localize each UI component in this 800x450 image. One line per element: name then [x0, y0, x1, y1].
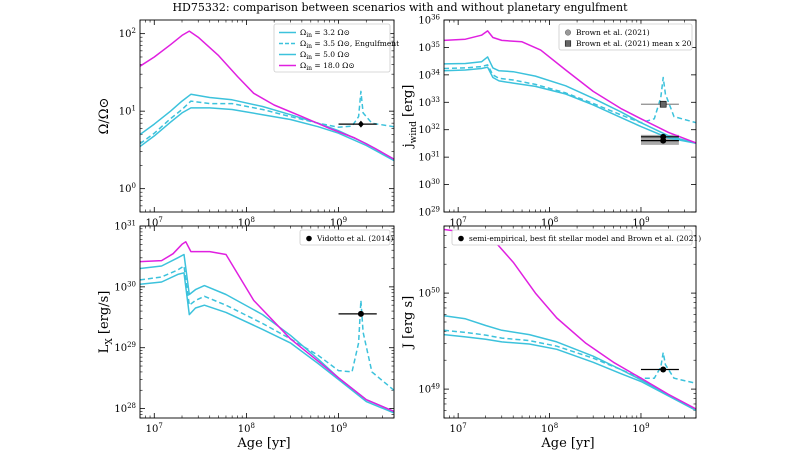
jtot-series-2: [444, 315, 696, 411]
jwind-obs-marker-2: [660, 137, 667, 144]
jwind-series-0: [444, 66, 696, 145]
x-axis-label-right: Age [yr]: [540, 436, 594, 450]
figure-title: HD75332: comparison between scenarios wi…: [172, 1, 628, 14]
omega-legend-label-0: Ωin = 3.2 Ω⊙: [300, 28, 350, 39]
omega-legend-label-1: Ωin = 3.5 Ω⊙, Engulfment: [300, 39, 399, 50]
jtot-axes-frame: [443, 225, 697, 419]
jwind-obs-band-0: [640, 134, 679, 145]
omega-legend-box: [273, 23, 391, 73]
jtot-legend-box: [451, 229, 693, 246]
jwind-legend-marker-0: [564, 29, 572, 36]
lx-y-axis-label: LX [erg/s]: [97, 291, 115, 354]
jtot-obs-marker-0: [660, 366, 667, 373]
jwind-ytick-label-6: 1035: [418, 41, 440, 54]
jtot-xtick-label-1: 108: [541, 422, 558, 435]
lx-series-1: [140, 265, 394, 391]
omega-legend: Ωin = 3.2 Ω⊙Ωin = 3.5 Ω⊙, EngulfmentΩin …: [273, 23, 399, 73]
jwind-legend-box: [558, 23, 693, 51]
jtot-xtick-label-0: 107: [450, 422, 467, 435]
jwind-plot-area: [444, 30, 696, 145]
omega-xtick-label-0: 107: [146, 216, 163, 229]
omega-ytick-label-2: 102: [119, 27, 136, 40]
jwind-legend-label-1: Brown et al. (2021) mean x 20: [576, 39, 692, 48]
jwind-series-2: [444, 56, 696, 145]
lx-axes-frame: [139, 225, 395, 419]
jtot-legend-marker-0: [458, 235, 464, 242]
lx-xtick-label-1: 108: [238, 422, 255, 435]
jwind-axes-frame: [443, 19, 697, 213]
panel-jwind: 107 108 109 1029 1030 1031 1032 1033 1034 1035 103…: [401, 14, 697, 229]
lx-legend-label-0: Vidotto et al. (2014): [316, 234, 393, 243]
jwind-legend-label-0: Brown et al. (2021): [576, 28, 650, 37]
jwind-ytick-label-4: 1033: [418, 96, 440, 109]
jwind-xtick-label-2: 109: [632, 216, 649, 229]
lx-legend-box: [299, 229, 391, 246]
lx-minor-ticks: [139, 226, 395, 419]
jwind-ytick-label-7: 1036: [418, 14, 440, 27]
jtot-series-0: [444, 333, 696, 412]
lx-ytick-label-3: 1031: [114, 220, 136, 233]
jwind-xtick-label-0: 107: [450, 216, 467, 229]
omega-series-0: [140, 107, 394, 162]
jwind-xtick-label-1: 108: [541, 216, 558, 229]
jwind-ytick-label-1: 1030: [418, 178, 440, 191]
lx-series-0: [140, 272, 394, 414]
jwind-ytick-label-0: 1029: [418, 206, 440, 219]
omega-xtick-label-1: 108: [238, 216, 255, 229]
omega-y-axis-label: Ω/Ω⊙: [97, 98, 112, 135]
lx-xtick-label-2: 109: [330, 422, 347, 435]
lx-ytick-label-0: 1028: [114, 402, 136, 415]
lx-obs-marker-0: [357, 310, 364, 317]
omega-legend-label-2: Ωin = 5.0 Ω⊙: [300, 50, 350, 61]
jwind-obs-marker-0: [659, 100, 667, 108]
lx-ytick-label-2: 1030: [114, 280, 136, 293]
jwind-ytick-label-3: 1032: [418, 123, 440, 136]
jwind-ytick-label-5: 1034: [418, 68, 440, 81]
jwind-legend: Brown et al. (2021) Brown et al. (2021) m…: [558, 23, 693, 51]
omega-plot-area: [140, 30, 394, 162]
omega-series-2: [140, 93, 394, 160]
jtot-legend: semi-empirical, best fit stellar model a…: [451, 229, 701, 246]
lx-legend: Vidotto et al. (2014): [299, 229, 393, 246]
jwind-y-axis-label: jwind [erg]: [401, 85, 419, 150]
jtot-ytick-label-0: 1049: [418, 383, 440, 396]
jtot-plot-area: [444, 228, 696, 412]
lx-series-2: [140, 253, 394, 413]
lx-series-3: [140, 241, 394, 413]
omega-obs-marker-0: [357, 120, 364, 128]
omega-series-3: [140, 30, 394, 160]
jwind-legend-marker-1: [564, 40, 572, 47]
omega-series-1: [140, 90, 394, 145]
jwind-ytick-label-2: 1031: [418, 151, 440, 164]
jtot-y-axis-label: J [erg s]: [401, 296, 416, 351]
jtot-ytick-label-1: 1050: [418, 287, 440, 300]
jwind-series-1: [444, 64, 696, 124]
omega-legend-label-3: Ωin = 18.0 Ω⊙: [300, 61, 355, 72]
lx-xtick-label-0: 107: [146, 422, 163, 435]
lx-plot-area: [140, 241, 394, 414]
omega-axes-frame: [139, 19, 395, 213]
jtot-legend-label-0: semi-empirical, best fit stellar model a…: [469, 234, 701, 243]
x-axis-label-left: Age [yr]: [236, 436, 290, 450]
omega-ytick-label-0: 100: [119, 182, 136, 195]
jwind-series-3: [444, 30, 696, 144]
jtot-xtick-label-2: 109: [632, 422, 649, 435]
jtot-series-3: [444, 228, 696, 410]
lx-ytick-label-1: 1029: [114, 341, 136, 354]
panel-lx: 107 108 109 1028 1029 1030 1031 LX [erg/s] Vidot…: [97, 220, 395, 435]
lx-legend-marker-0: [306, 235, 312, 242]
omega-ytick-label-1: 101: [119, 105, 136, 118]
omega-xtick-label-2: 109: [330, 216, 347, 229]
